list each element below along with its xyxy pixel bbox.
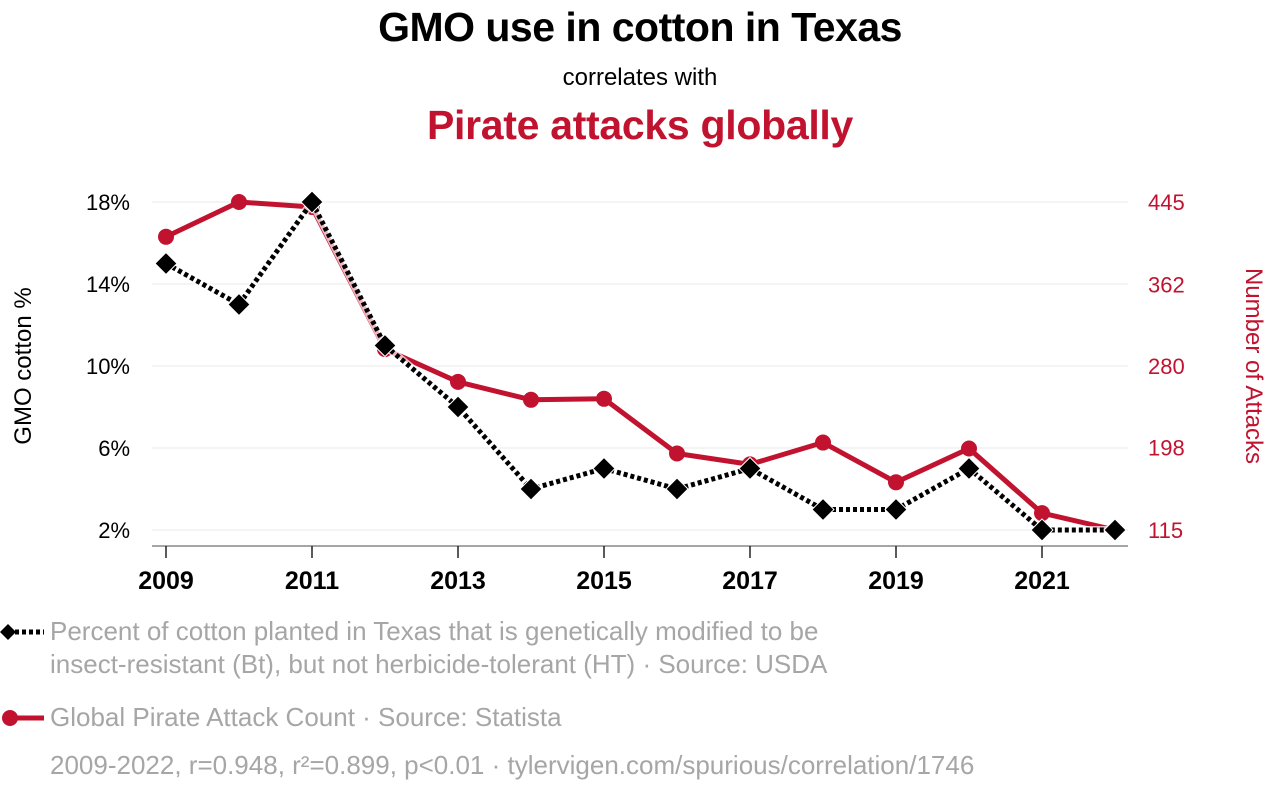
y-axis-right-label: Number of Attacks (1240, 268, 1267, 464)
chart-title-secondary: Pirate attacks globally (426, 102, 854, 148)
gmo-cotton-point (519, 477, 543, 501)
legend-item-gmo-cotton: Percent of cotton planted in Texas that … (0, 615, 828, 681)
x-tick-label: 2011 (285, 567, 339, 595)
y-axis-right: 445 362 280 198 115 (1148, 190, 1185, 543)
gmo-cotton-point (738, 456, 762, 481)
pirate-attacks-point (450, 373, 466, 390)
gmo-cotton-point (957, 456, 981, 481)
gmo-cotton-point (300, 190, 324, 214)
x-tick-label: 2013 (430, 567, 486, 595)
legend-item-pirate-attacks: Global Pirate Attack Count · Source: Sta… (2, 701, 562, 734)
pirate-attacks-point (669, 445, 685, 462)
gmo-cotton-point (154, 251, 178, 276)
pirate-attacks-point (596, 390, 612, 407)
x-tick-label: 2019 (868, 567, 924, 595)
gmo-cotton-line (164, 197, 1115, 533)
x-axis: 2009 2011 2013 2015 2017 2019 2021 (138, 545, 1128, 595)
pirate-attacks-point (1034, 505, 1050, 522)
y-right-tick-label: 280 (1148, 354, 1185, 379)
pirate-attacks-point (158, 228, 174, 245)
y-left-tick-label: 10% (86, 354, 130, 379)
pirate-attacks-point (815, 434, 831, 451)
chart-title: GMO use in cotton in Texas (378, 4, 902, 50)
gmo-cotton-point (884, 497, 908, 522)
x-tick-label: 2021 (1014, 567, 1070, 595)
stats-footer: 2009-2022, r=0.948, r²=0.899, p<0.01 · t… (50, 750, 975, 780)
x-tick-label: 2015 (576, 567, 632, 595)
y-right-tick-label: 198 (1148, 436, 1185, 461)
y-left-tick-label: 14% (86, 272, 130, 297)
y-right-tick-label: 362 (1148, 272, 1185, 297)
pirate-attacks-point (231, 194, 247, 210)
legend-text-line-1: Percent of cotton planted in Texas that … (50, 616, 819, 646)
x-tick-label: 2009 (138, 567, 194, 595)
y-right-tick-label: 445 (1148, 190, 1185, 215)
solid-circle-line-icon (2, 710, 44, 726)
y-axis-left: 18% 14% 10% 6% 2% (86, 190, 130, 543)
gmo-cotton-point (665, 477, 689, 501)
y-left-tick-label: 6% (98, 436, 130, 461)
gmo-cotton-point (1030, 518, 1054, 542)
gmo-cotton-point (592, 456, 616, 481)
pirate-attacks-point (888, 474, 904, 491)
gmo-cotton-point (811, 497, 835, 522)
legend-text: Global Pirate Attack Count · Source: Sta… (50, 702, 562, 732)
gmo-cotton-point (446, 395, 470, 419)
series-gmo-cotton (154, 190, 1127, 542)
dotted-diamond-line-icon (0, 624, 44, 640)
chart-subtitle: correlates with (562, 64, 718, 91)
y-right-tick-label: 115 (1148, 518, 1183, 543)
y-axis-left-label: GMO cotton % (10, 287, 37, 444)
y-left-tick-label: 18% (86, 190, 130, 215)
legend-text-line-2: insect-resistant (Bt), but not herbicide… (50, 649, 828, 679)
gmo-cotton-point (227, 292, 251, 317)
gmo-cotton-point (1103, 518, 1127, 542)
x-tick-label: 2017 (722, 567, 778, 595)
pirate-attacks-point (523, 391, 539, 408)
y-left-tick-label: 2% (98, 518, 130, 543)
pirate-attacks-point (961, 440, 977, 457)
gmo-cotton-point (373, 333, 397, 358)
